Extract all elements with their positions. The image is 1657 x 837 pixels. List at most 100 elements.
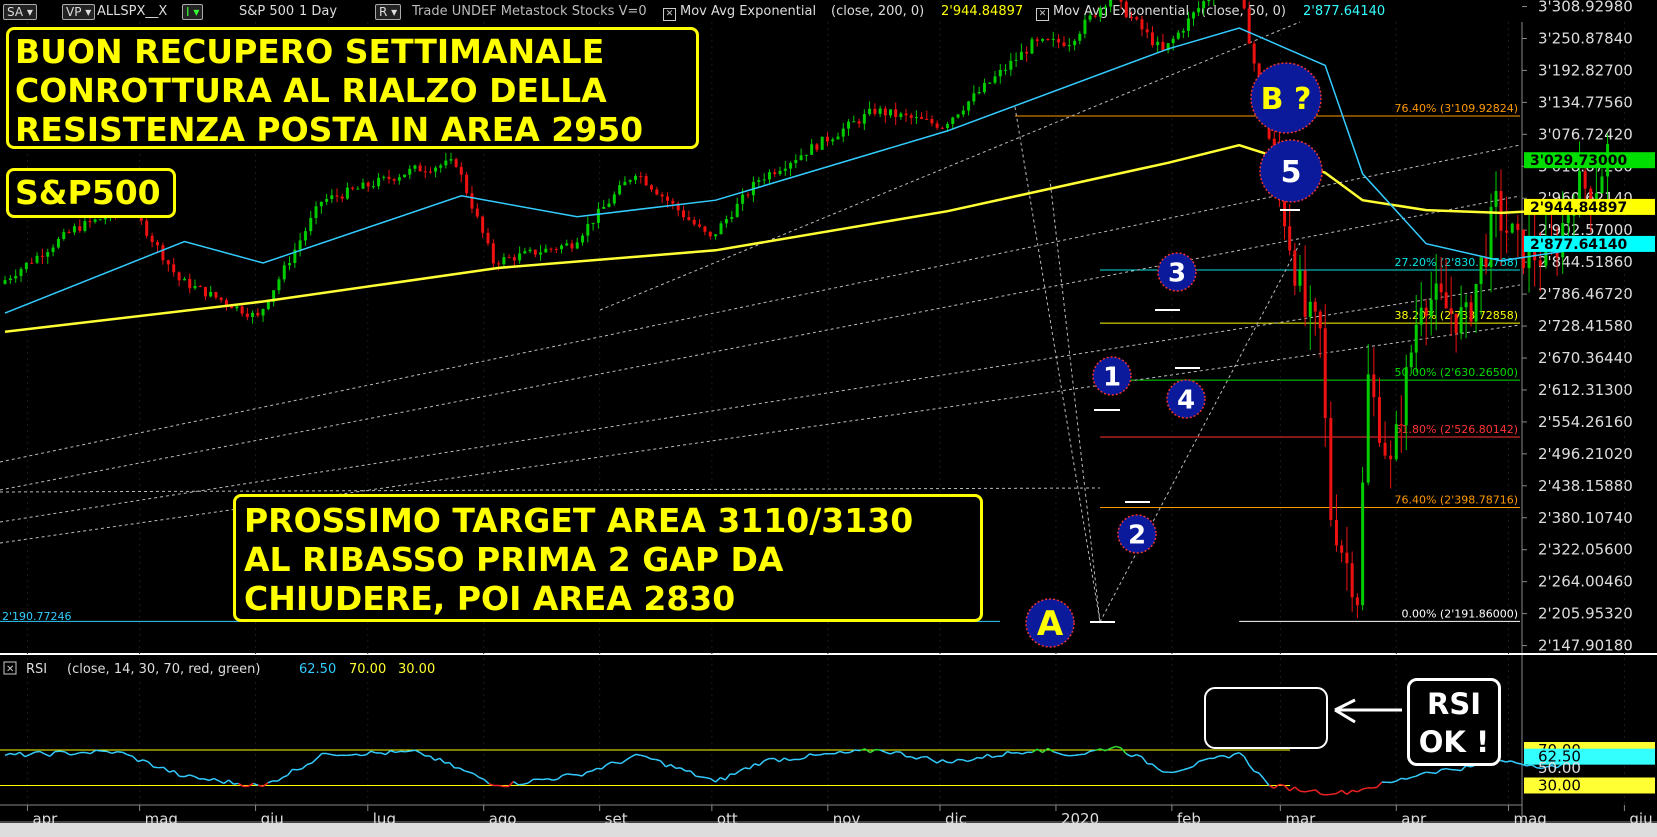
- rsi-segment: [967, 759, 973, 763]
- candle-body: [1119, 0, 1123, 2]
- rsi-segment: [606, 761, 612, 766]
- candle-body: [1377, 397, 1381, 443]
- rsi-segment: [1411, 775, 1417, 779]
- fibonacci-label: 61.80% (2'526.80142): [1394, 423, 1518, 436]
- r-dropdown[interactable]: R ▾: [375, 4, 402, 20]
- rsi-segment: [1203, 757, 1209, 761]
- candle-body: [783, 168, 787, 171]
- candle-body: [266, 301, 270, 310]
- trend-line: [0, 144, 1521, 463]
- rsi-segment: [132, 755, 139, 763]
- trend-line: [599, 21, 1301, 311]
- candle-body: [1538, 260, 1542, 266]
- rsi-segment: [247, 782, 254, 787]
- rsi-segment: [916, 756, 922, 760]
- rsi-segment: [4, 752, 11, 757]
- rsi-segment: [390, 749, 396, 754]
- candle-body: [1150, 32, 1154, 46]
- candle-body: [1308, 301, 1312, 317]
- candle-body: [1583, 171, 1587, 189]
- rsi-segment: [819, 753, 825, 756]
- title-callout: BUON RECUPERO SETTIMANALE CONROTTURA AL …: [6, 27, 699, 149]
- rsi-segment: [1131, 754, 1137, 758]
- candle-body: [778, 170, 782, 174]
- candle-body: [340, 196, 344, 199]
- r-badge: R: [379, 5, 388, 19]
- index-dropdown[interactable]: I ▾: [182, 4, 204, 20]
- rsi-segment: [1526, 764, 1532, 767]
- rsi-segment: [147, 761, 154, 768]
- rsi-segment: [758, 760, 765, 766]
- rsi-segment: [601, 764, 608, 770]
- target-line-1: PROSSIMO TARGET AREA 3110/3130: [244, 501, 914, 540]
- vp-dropdown[interactable]: VP ▾: [62, 4, 96, 20]
- ma50-indicator[interactable]: ✕ Mov Avg Exponential: [1036, 4, 1189, 21]
- candle-body: [46, 252, 50, 257]
- price-tick-label: 3'076.72420: [1538, 125, 1633, 143]
- ma200-checkbox[interactable]: ✕: [663, 8, 676, 21]
- candle-body: [428, 171, 432, 173]
- wave-circle: [1166, 379, 1206, 419]
- status-strip: [0, 823, 1657, 837]
- moving-averages: [4, 27, 1614, 623]
- rsi-segment: [1198, 759, 1204, 763]
- rsi-segment: [981, 753, 988, 759]
- candle-body: [1207, 0, 1211, 2]
- candle-body: [1424, 307, 1428, 317]
- rsi-segment: [1213, 755, 1220, 760]
- candle-body: [1594, 193, 1598, 203]
- candle-body: [1394, 424, 1398, 460]
- candle-body: [883, 108, 887, 116]
- ma200-indicator[interactable]: ✕ Mov Avg Exponential: [663, 4, 816, 21]
- ma50-checkbox[interactable]: ✕: [1036, 8, 1049, 21]
- rsi-segment: [439, 757, 446, 764]
- candle-body: [612, 194, 616, 204]
- rsi-segment: [1243, 756, 1250, 766]
- rsi-segment: [1115, 745, 1122, 749]
- candle-body: [868, 108, 872, 115]
- candle-body: [156, 242, 160, 246]
- rsi-segment: [1263, 778, 1270, 786]
- timeframe-label[interactable]: 1 Day: [299, 4, 338, 19]
- rsi-segment: [625, 756, 632, 761]
- rsi-segment: [665, 763, 672, 768]
- target-line-3: CHIUDERE, POI AREA 2830: [244, 579, 736, 618]
- index-label: S&P500: [15, 173, 161, 212]
- candle-body: [193, 286, 197, 289]
- candle-body: [78, 226, 82, 231]
- trend-line: [1014, 106, 1101, 623]
- candle-body: [1399, 424, 1403, 426]
- candle-body: [377, 177, 381, 187]
- candle-body: [1129, 17, 1133, 19]
- candle-body: [847, 121, 851, 129]
- rsi-segment: [9, 752, 16, 756]
- title-line-3: RESISTENZA POSTA IN AREA 2950: [15, 110, 644, 149]
- rsi-segment: [74, 751, 81, 755]
- candle-body: [72, 226, 76, 233]
- rsi-checkbox[interactable]: [3, 661, 17, 675]
- rsi-segment: [1157, 768, 1164, 773]
- candle-body: [507, 257, 511, 259]
- candle-body: [491, 243, 495, 264]
- candle-body: [735, 203, 739, 218]
- rsi-segment: [84, 751, 91, 755]
- symbol-label[interactable]: ALLSPX__X: [97, 4, 168, 19]
- rsi-segment: [1001, 751, 1008, 757]
- rsi-segment: [1036, 748, 1043, 754]
- candle-body: [1298, 270, 1302, 286]
- candle-body: [810, 144, 814, 155]
- sa-dropdown[interactable]: SA ▾: [3, 4, 37, 20]
- candle-body: [951, 117, 955, 125]
- rsi-segment: [754, 763, 760, 767]
- candle-body: [804, 154, 808, 156]
- candle-body: [371, 186, 375, 188]
- time-tick-label: lug: [373, 810, 396, 828]
- candle-body: [914, 117, 918, 119]
- rsi-segment: [1063, 754, 1070, 757]
- rsi-segment: [488, 782, 495, 787]
- rsi-segment: [1248, 764, 1255, 772]
- candle-body: [607, 203, 611, 207]
- rsi-segment: [1188, 765, 1194, 769]
